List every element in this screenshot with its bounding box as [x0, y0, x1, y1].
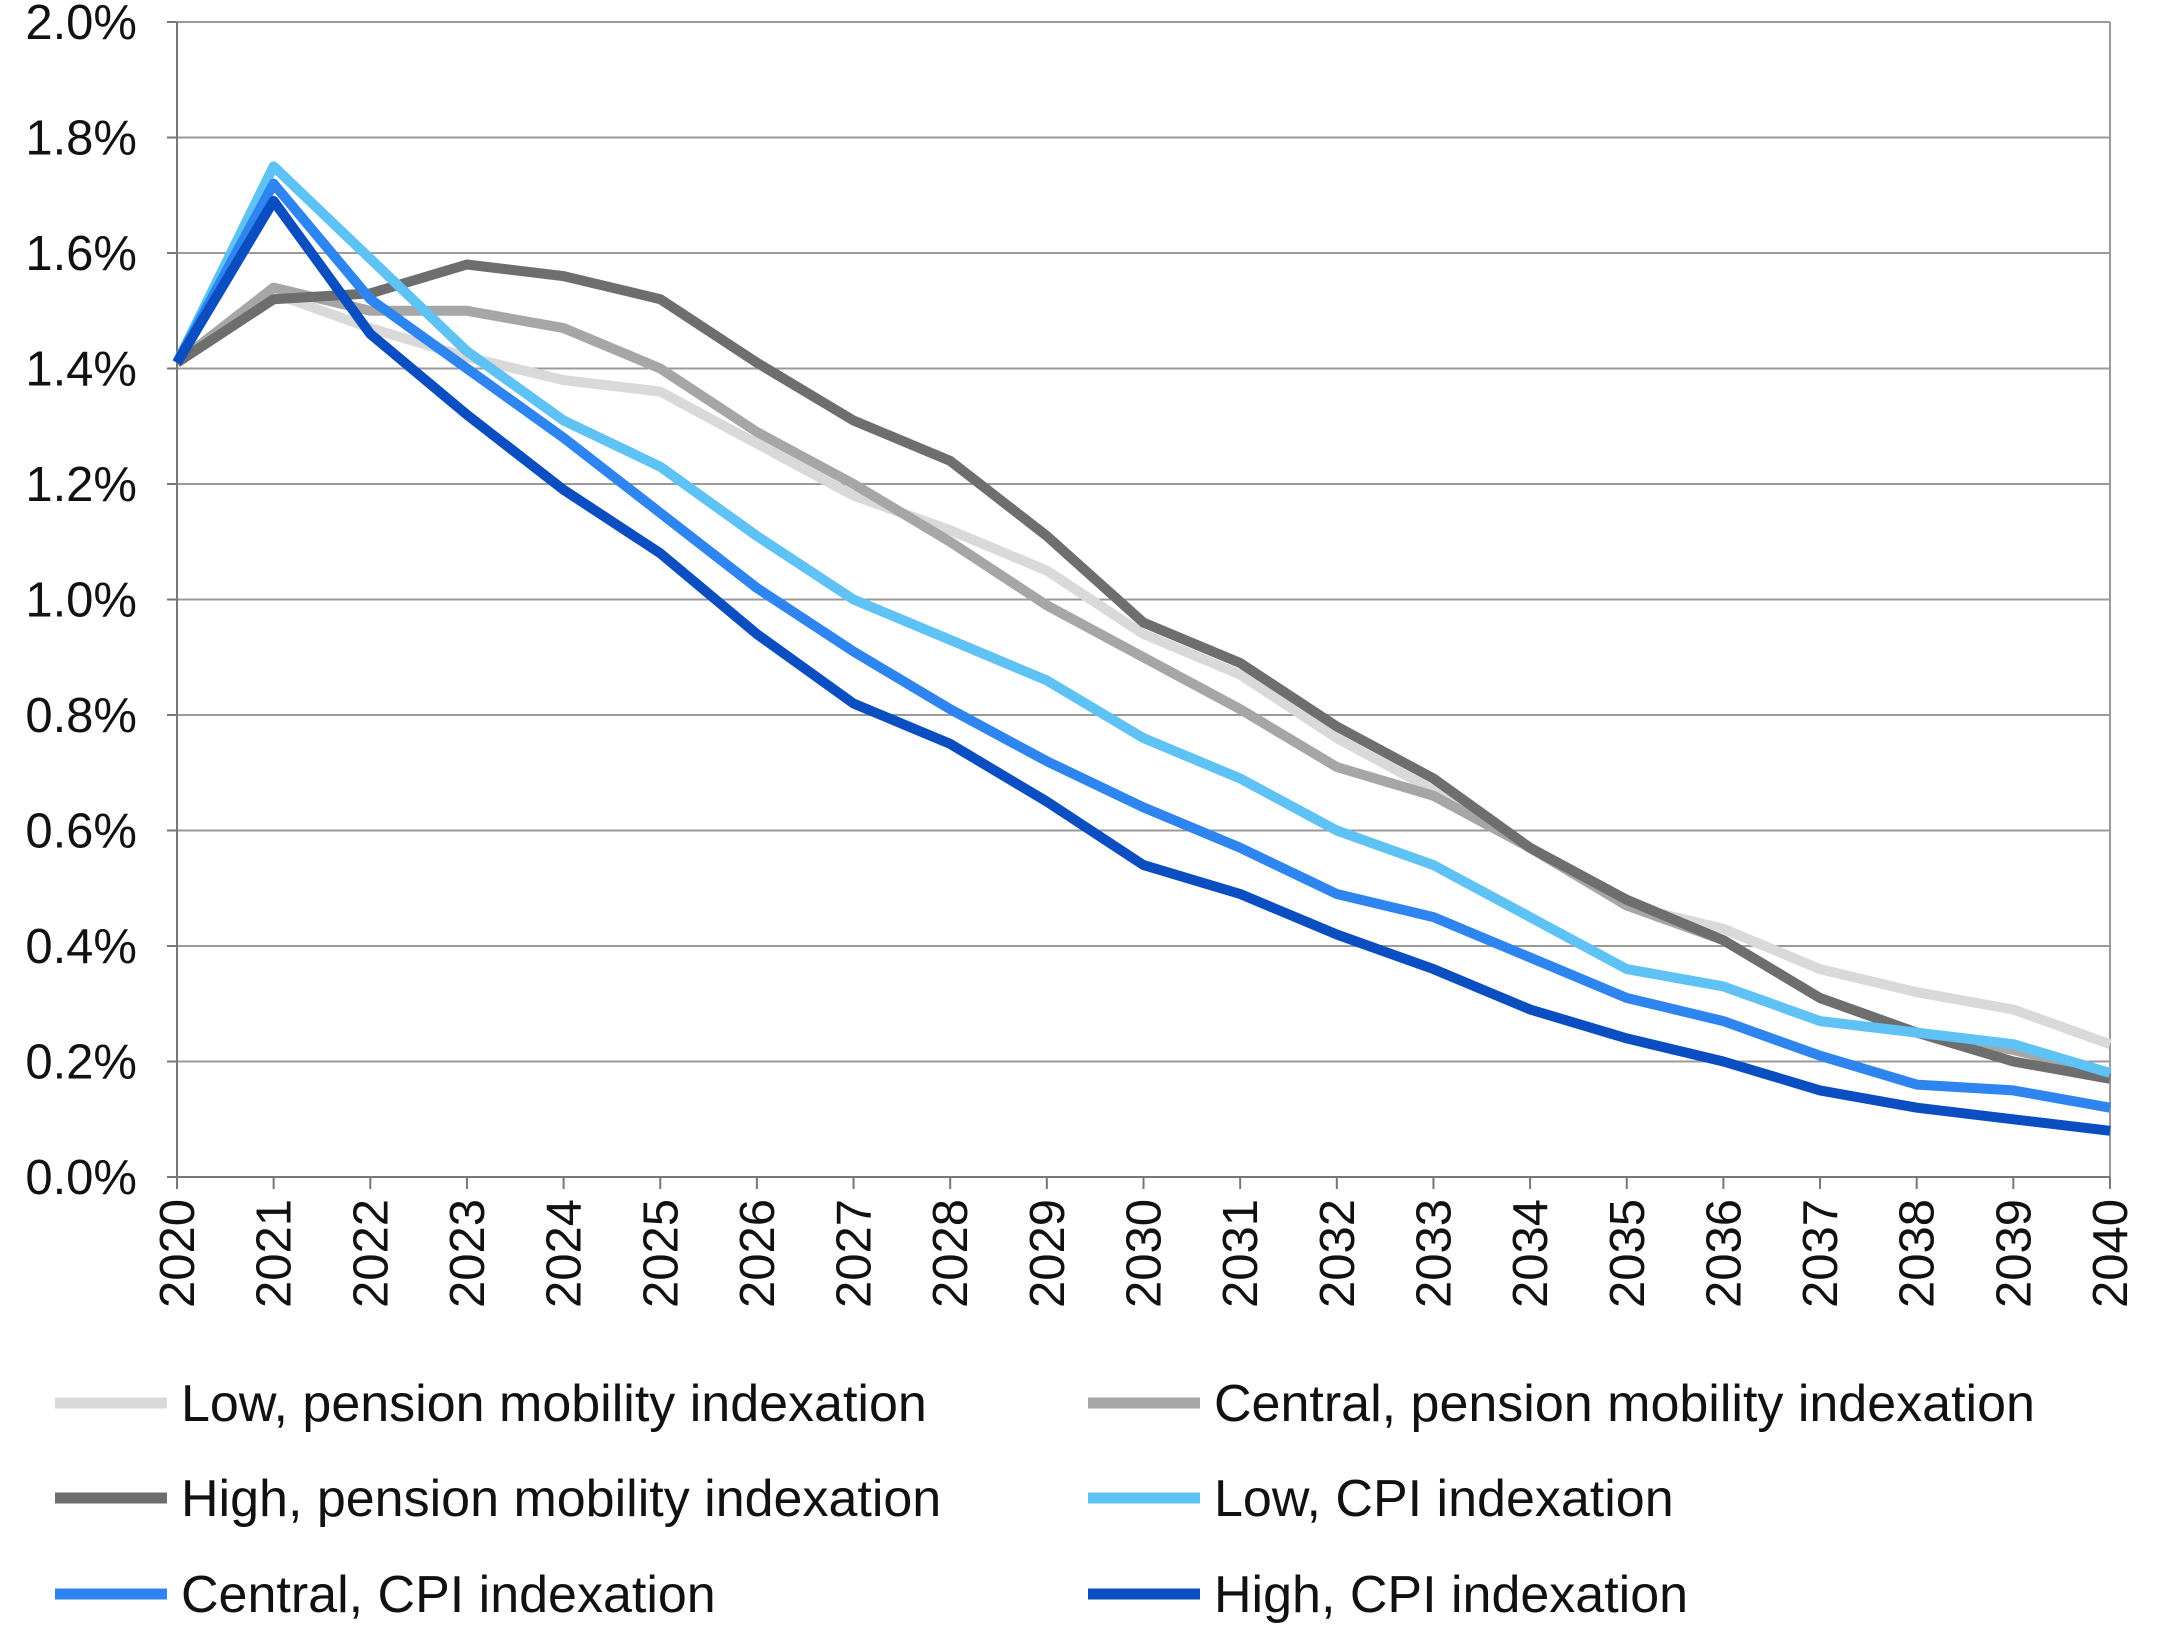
y-tick-label: 0.8% [25, 689, 137, 743]
x-tick-label: 2020 [151, 1199, 205, 1308]
x-tick-label: 2033 [1407, 1199, 1461, 1308]
legend-label-high-pension-mobility-indexation: High, pension mobility indexation [181, 1470, 941, 1528]
legend-label-low-cpi-indexation: Low, CPI indexation [1214, 1470, 1674, 1528]
x-tick-label: 2027 [828, 1199, 882, 1308]
y-tick-label: 2.0% [25, 0, 137, 50]
x-tick-label: 2026 [731, 1199, 785, 1308]
x-tick-label: 2030 [1118, 1199, 1172, 1308]
y-tick-label: 1.4% [25, 343, 137, 397]
x-tick-label: 2036 [1697, 1199, 1751, 1308]
series-line-central-cpi-indexation [172, 178, 2111, 1113]
y-tick-label: 0.2% [25, 1036, 137, 1090]
legend-label-low-pension-mobility-indexation: Low, pension mobility indexation [181, 1375, 927, 1433]
x-tick-label: 2028 [924, 1199, 978, 1308]
legend-label-central-cpi-indexation: Central, CPI indexation [181, 1566, 716, 1624]
legend: Low, pension mobility indexation Central,… [55, 1375, 2035, 1624]
x-tick-label: 2039 [1987, 1199, 2041, 1308]
series-line-high-cpi-indexation [172, 196, 2111, 1136]
y-tick-label: 0.4% [25, 920, 137, 974]
x-tick-label: 2040 [2084, 1199, 2138, 1308]
x-tick-label: 2032 [1311, 1199, 1365, 1308]
legend-label-high-cpi-indexation: High, CPI indexation [1214, 1566, 1688, 1624]
x-tick-label: 2025 [634, 1199, 688, 1308]
x-tick-label: 2031 [1214, 1199, 1268, 1308]
x-tick-label: 2021 [248, 1199, 302, 1308]
y-tick-label: 1.2% [25, 458, 137, 512]
x-tick-label: 2034 [1504, 1199, 1558, 1308]
x-tick-label: 2029 [1021, 1199, 1075, 1308]
x-tick-label: 2038 [1891, 1199, 1945, 1308]
y-tick-label: 0.6% [25, 805, 137, 859]
x-tick-label: 2023 [441, 1199, 495, 1308]
x-axis-ticks: 2020 2021 2022 2023 2024 2025 2026 2027 2028 2029… [151, 1199, 2138, 1308]
y-tick-label: 1.6% [25, 227, 137, 281]
series-lines [172, 161, 2112, 1136]
series-line-high-pension-mobility-indexation [174, 259, 2111, 1084]
x-tick-label: 2035 [1601, 1199, 1655, 1308]
axes [167, 21, 2111, 1189]
x-tick-label: 2022 [344, 1199, 398, 1308]
y-tick-label: 0.0% [25, 1151, 137, 1205]
series-line-low-cpi-indexation [172, 161, 2112, 1078]
y-axis-ticks: 0.0% 0.2% 0.4% 0.6% 0.8% 1.0% 1.2% 1.4% 1.6% 1.8%… [25, 0, 137, 1205]
series-line-low-pension-mobility-indexation [174, 288, 2112, 1049]
x-tick-label: 2024 [538, 1199, 592, 1308]
legend-label-central-pension-mobility-indexation: Central, pension mobility indexation [1214, 1375, 2035, 1433]
x-tick-label: 2037 [1794, 1199, 1848, 1308]
y-tick-label: 1.8% [25, 112, 137, 166]
y-tick-label: 1.0% [25, 574, 137, 628]
